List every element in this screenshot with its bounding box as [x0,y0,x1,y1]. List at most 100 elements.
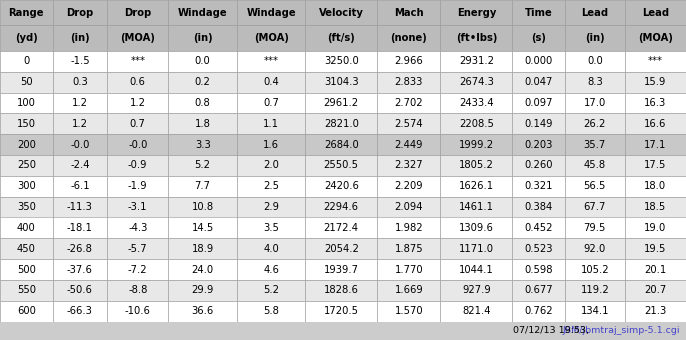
Text: (MOA): (MOA) [638,33,673,43]
Bar [624,51,686,72]
Bar [512,176,565,197]
Bar [53,26,107,51]
Text: -2.4: -2.4 [70,160,90,170]
Bar [512,26,565,51]
Text: 2.327: 2.327 [394,160,423,170]
Text: 14.5: 14.5 [191,223,214,233]
Bar [107,218,169,238]
Text: 2961.2: 2961.2 [324,98,359,108]
Bar [169,218,237,238]
Text: 36.6: 36.6 [191,306,214,316]
Text: 1999.2: 1999.2 [459,140,494,150]
Text: 17.0: 17.0 [584,98,606,108]
Text: 1.1: 1.1 [263,119,279,129]
Text: -8.8: -8.8 [128,285,147,295]
Text: 300: 300 [17,181,36,191]
Text: 2433.4: 2433.4 [459,98,494,108]
Bar [512,134,565,155]
Bar [305,134,377,155]
Bar [53,72,107,92]
Bar [377,176,440,197]
Text: 45.8: 45.8 [584,160,606,170]
Text: 134.1: 134.1 [580,306,609,316]
Bar [440,72,512,92]
Text: 50: 50 [20,77,33,87]
Text: Lead: Lead [581,8,608,18]
Text: (ft/s): (ft/s) [327,33,355,43]
Text: 20.1: 20.1 [644,265,666,275]
Bar [107,238,169,259]
Bar [169,155,237,176]
Bar [169,51,237,72]
Bar [377,218,440,238]
Bar [440,301,512,322]
Text: 0.6: 0.6 [130,77,145,87]
Text: 500: 500 [17,265,36,275]
Bar [377,26,440,51]
Bar [107,26,169,51]
Text: Windage: Windage [178,8,228,18]
Bar [53,92,107,113]
Bar [440,197,512,218]
Text: 600: 600 [17,306,36,316]
Bar [440,280,512,301]
Bar [237,280,305,301]
Bar [377,155,440,176]
Bar [237,72,305,92]
Text: JBM/jbmtraj_simp-5.1.cgi: JBM/jbmtraj_simp-5.1.cgi [563,326,681,335]
Text: 2.0: 2.0 [263,160,279,170]
Text: 200: 200 [17,140,36,150]
Text: 17.1: 17.1 [644,140,667,150]
Bar [377,134,440,155]
Bar [305,113,377,134]
Text: 2294.6: 2294.6 [324,202,359,212]
Bar [169,301,237,322]
Text: -11.3: -11.3 [67,202,93,212]
Bar [0,301,53,322]
Bar [237,238,305,259]
Text: 0.097: 0.097 [524,98,553,108]
Bar [107,155,169,176]
Bar [237,0,305,26]
Text: Lead: Lead [641,8,669,18]
Bar [169,134,237,155]
Bar [512,218,565,238]
Bar [107,134,169,155]
Bar [237,259,305,280]
Bar [440,238,512,259]
Text: 5.2: 5.2 [195,160,211,170]
Bar [0,238,53,259]
Text: 16.3: 16.3 [644,98,666,108]
Text: Drop: Drop [67,8,93,18]
Bar [169,0,237,26]
Bar [53,155,107,176]
Bar [0,134,53,155]
Text: 0.260: 0.260 [524,160,553,170]
Bar [624,92,686,113]
Bar [169,176,237,197]
Text: 1.2: 1.2 [130,98,145,108]
Text: Windage: Windage [246,8,296,18]
Text: Energy: Energy [457,8,496,18]
Text: 2.094: 2.094 [394,202,423,212]
Text: 18.5: 18.5 [644,202,666,212]
Bar [0,72,53,92]
Bar [107,301,169,322]
Text: 2.702: 2.702 [394,98,423,108]
Text: 400: 400 [17,223,36,233]
Bar [237,155,305,176]
Bar [565,197,624,218]
Bar [512,51,565,72]
Text: -0.9: -0.9 [128,160,147,170]
Text: Mach: Mach [394,8,424,18]
Bar [512,155,565,176]
Text: 1805.2: 1805.2 [459,160,494,170]
Text: 4.0: 4.0 [263,244,279,254]
Text: 250: 250 [17,160,36,170]
Text: -0.0: -0.0 [128,140,147,150]
Text: 21.3: 21.3 [644,306,666,316]
Bar [305,92,377,113]
Text: 2.449: 2.449 [394,140,423,150]
Bar [53,0,107,26]
Bar [169,26,237,51]
